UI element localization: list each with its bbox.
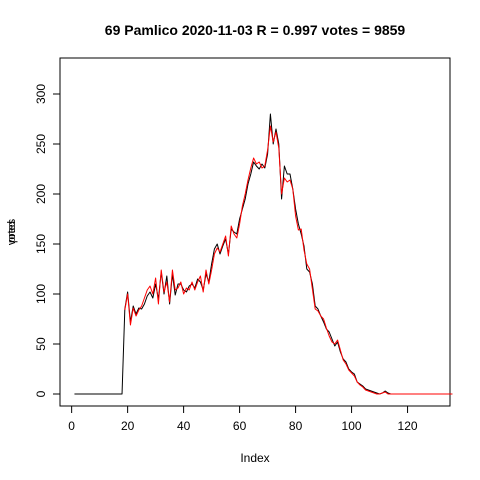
y-tick-label: 250 [34,134,48,154]
series-line-pred [125,126,453,394]
x-tick-label: 60 [233,419,247,433]
y-axis-label-pred: pred [6,221,18,243]
x-tick-label: 120 [398,419,418,433]
x-axis-label: Index [240,451,269,465]
plot-frame [60,58,450,406]
y-tick-label: 50 [34,337,48,351]
y-axis-label: votes pred [6,218,18,245]
x-tick-label: 100 [342,419,362,433]
x-tick-label: 40 [177,419,191,433]
y-tick-label: 100 [34,284,48,304]
y-axis: 0 50 100 150 200 250 300 [34,84,60,398]
y-tick-label: 150 [34,234,48,254]
x-tick-label: 0 [68,419,75,433]
x-tick-label: 80 [289,419,303,433]
chart-title: 69 Pamlico 2020-11-03 R = 0.997 votes = … [105,22,406,38]
y-tick-label: 300 [34,84,48,104]
series-line-votes [74,114,452,394]
series-layer [74,114,452,394]
x-axis: 0 20 40 60 80 100 120 [68,406,418,433]
y-tick-label: 0 [34,390,48,397]
y-tick-label: 200 [34,184,48,204]
x-tick-label: 20 [121,419,135,433]
